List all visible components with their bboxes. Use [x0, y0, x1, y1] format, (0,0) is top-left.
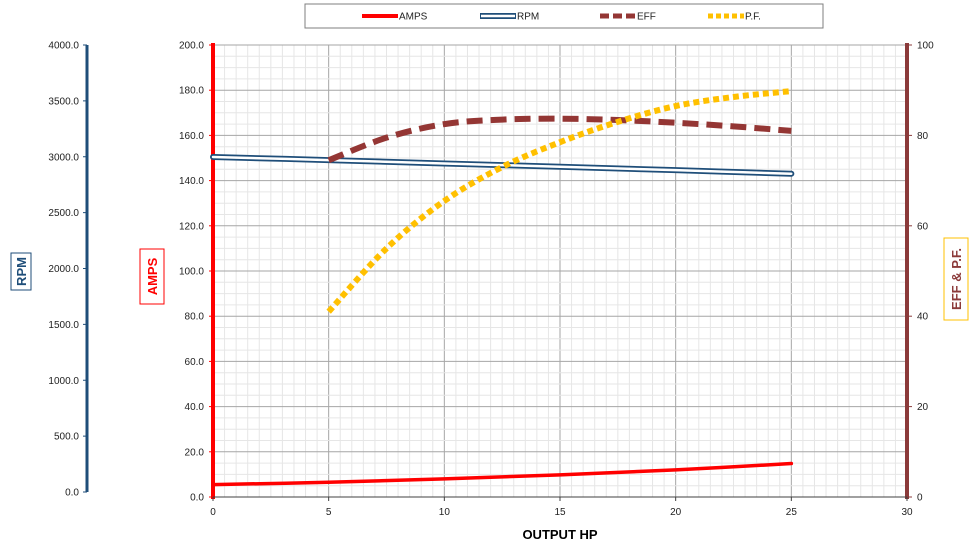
eff-pf-tick-label: 0	[917, 493, 923, 504]
legend-eff-label: EFF	[637, 12, 656, 23]
x-tick-label: 20	[670, 507, 682, 518]
amps-tick-label: 140.0	[179, 176, 204, 187]
x-tick-label: 25	[786, 507, 798, 518]
x-tick-label: 30	[901, 507, 913, 518]
amps-axis-title-box	[139, 248, 165, 305]
rpm-tick-label: 0.0	[65, 488, 79, 499]
amps-tick-label: 40.0	[185, 402, 205, 413]
series-rpm-line-inner	[211, 155, 793, 175]
amps-tick-label: 180.0	[179, 86, 204, 97]
eff-pf-tick-label: 40	[917, 312, 929, 323]
eff-pf-axis-title-box	[943, 237, 969, 321]
axes: 0.020.040.060.080.0100.0120.0140.0160.01…	[48, 41, 934, 519]
rpm-tick-label: 500.0	[54, 432, 79, 443]
rpm-tick-label: 3500.0	[48, 96, 79, 107]
series-lines	[210, 88, 795, 487]
x-tick-label: 15	[554, 507, 566, 518]
x-tick-label: 0	[210, 507, 216, 518]
eff-pf-tick-label: 80	[917, 131, 929, 142]
rpm-axis-title-box	[10, 252, 32, 291]
eff-pf-tick-label: 100	[917, 41, 934, 52]
axis-labels: OUTPUT HP RPM AMPS EFF & P.F.	[10, 237, 969, 542]
legend-p-f-label: P.F.	[745, 12, 761, 23]
rpm-tick-label: 3000.0	[48, 152, 79, 163]
amps-tick-label: 0.0	[190, 493, 204, 504]
legend: AMPS RPM EFF P.F.	[304, 3, 824, 29]
rpm-tick-label: 2500.0	[48, 208, 79, 219]
amps-axis-title: AMPS	[145, 257, 160, 295]
amps-tick-label: 20.0	[185, 447, 205, 458]
amps-tick-label: 100.0	[179, 267, 204, 278]
rpm-tick-label: 1000.0	[48, 376, 79, 387]
legend-amps-label: AMPS	[399, 12, 428, 23]
legend-rpm-label: RPM	[517, 12, 539, 23]
plot-gridlines	[212, 44, 908, 498]
amps-tick-label: 60.0	[185, 357, 205, 368]
x-tick-label: 5	[326, 507, 332, 518]
series-amps-line	[211, 461, 794, 487]
series-p-f-line	[326, 88, 792, 314]
x-tick-label: 10	[439, 507, 451, 518]
eff-pf-tick-label: 20	[917, 402, 929, 413]
x-axis-title: OUTPUT HP	[522, 527, 597, 542]
rpm-tick-label: 4000.0	[48, 41, 79, 52]
eff-pf-tick-label: 60	[917, 221, 929, 232]
amps-tick-label: 200.0	[179, 41, 204, 52]
series-eff-line	[327, 115, 792, 164]
rpm-tick-label: 2000.0	[48, 264, 79, 275]
rpm-tick-label: 1500.0	[48, 320, 79, 331]
amps-tick-label: 160.0	[179, 131, 204, 142]
rpm-axis-title: RPM	[14, 257, 29, 286]
eff-pf-axis-title: EFF & P.F.	[949, 248, 964, 310]
amps-tick-label: 120.0	[179, 221, 204, 232]
amps-tick-label: 80.0	[185, 312, 205, 323]
